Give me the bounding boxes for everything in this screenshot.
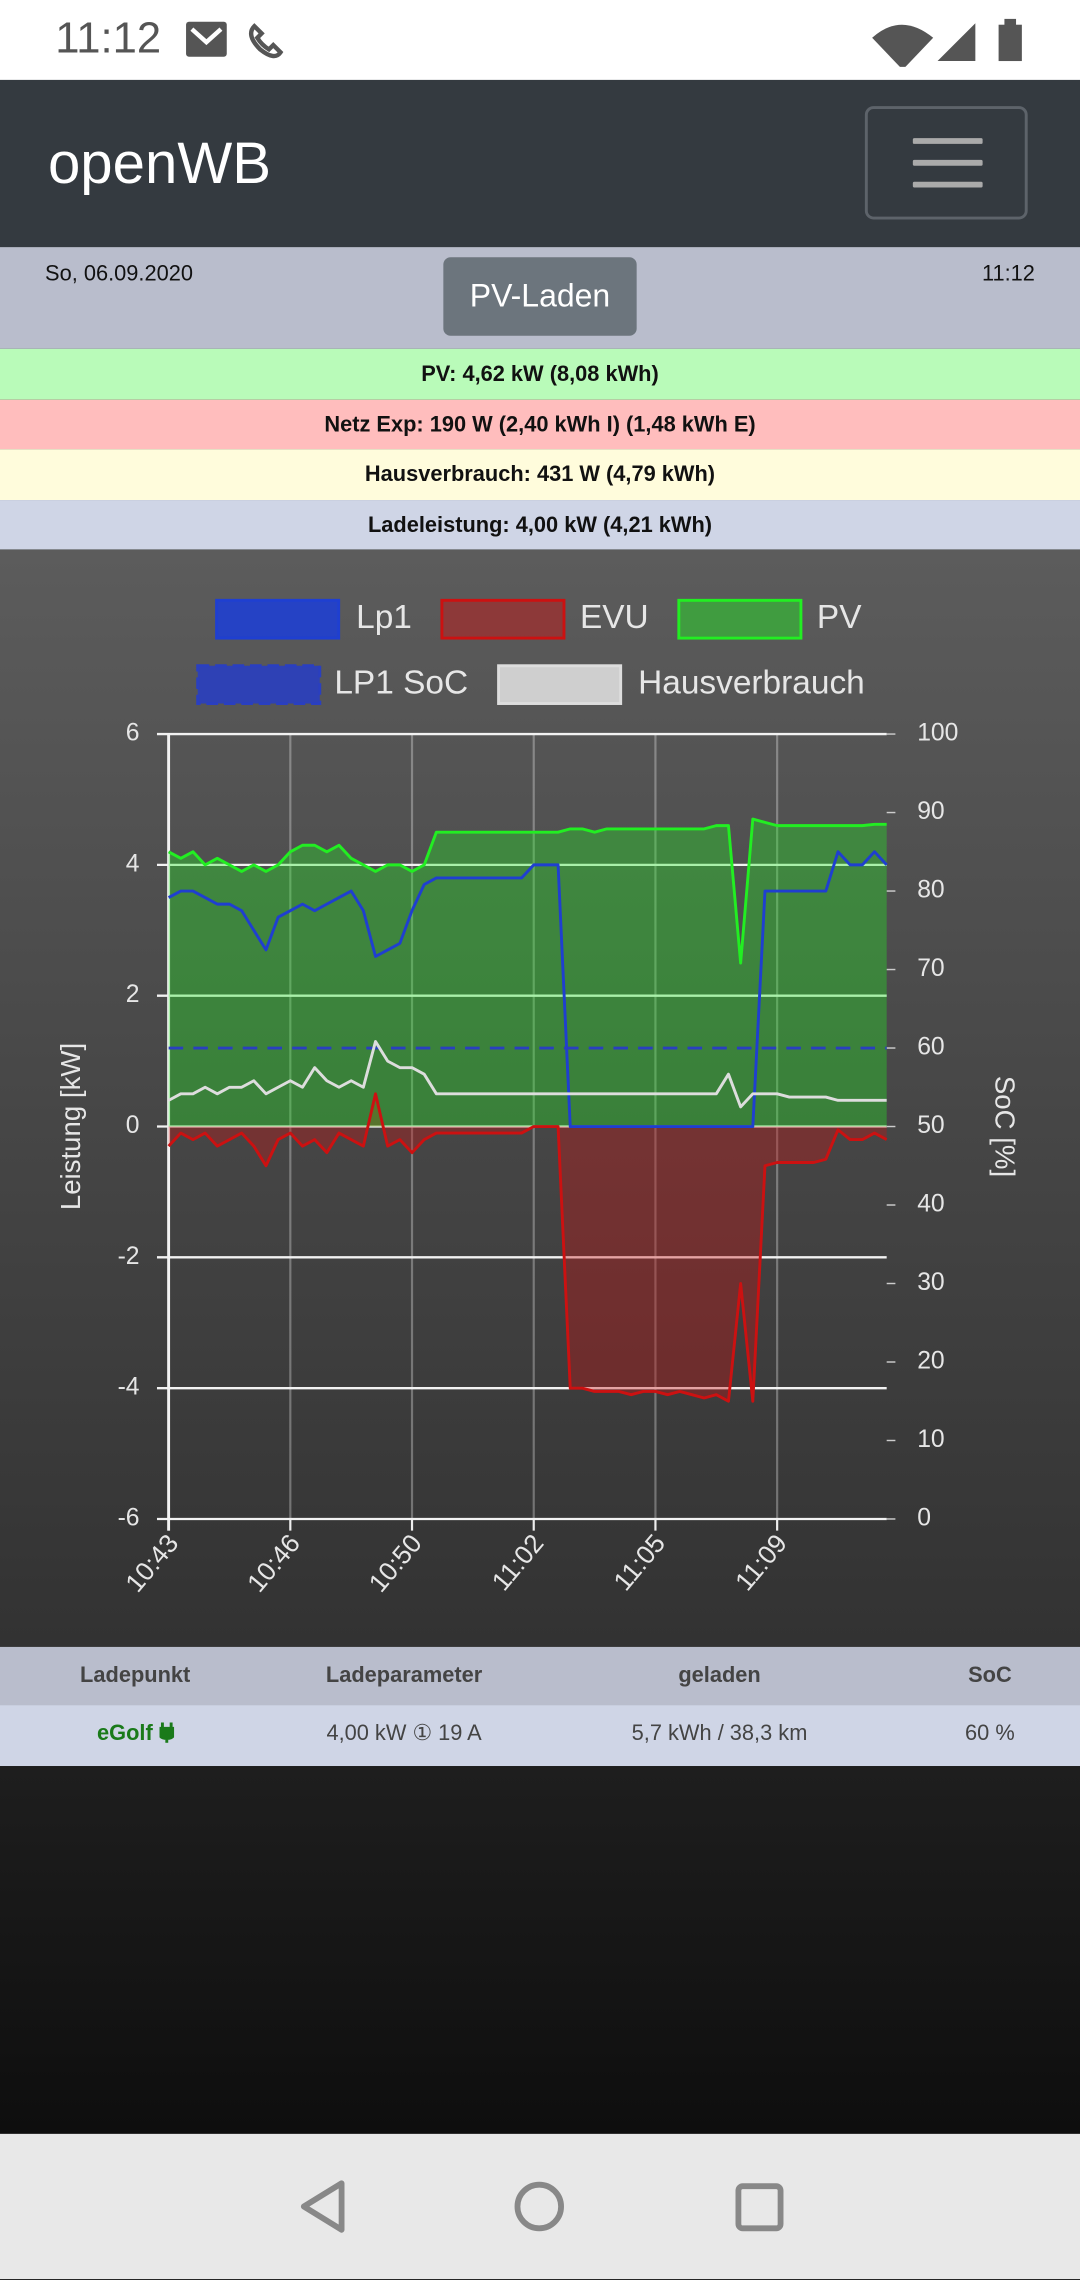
time: 11:12	[981, 261, 1035, 287]
charge-point: eGolf	[97, 1721, 153, 1746]
column-header: Ladeparameter	[325, 1662, 483, 1688]
y2-tick-label: 60	[917, 1034, 944, 1061]
legend-swatch	[215, 598, 341, 640]
plug-icon	[157, 1722, 175, 1743]
y2-tick-label: 0	[917, 1505, 931, 1532]
legend-label: PV	[817, 599, 862, 636]
nav-buttons	[300, 2180, 784, 2233]
status-icons	[186, 18, 1022, 67]
y2-tick-label: 50	[917, 1112, 944, 1139]
summary-charge: Ladeleistung: 4,00 kW (4,21 kWh)	[0, 499, 1080, 550]
column-header: SoC	[968, 1662, 1012, 1688]
y2-tick-label: 30	[917, 1269, 944, 1296]
y2-tick-label: 80	[917, 877, 944, 904]
brand: openWB	[47, 132, 271, 197]
y2-tick-label: 70	[917, 955, 944, 982]
line	[167, 817, 887, 965]
date: So, 06.09.2020	[45, 261, 193, 287]
y-tick-label: 0	[126, 1112, 140, 1139]
legend-label: EVU	[580, 599, 649, 636]
home-button[interactable]	[514, 2181, 564, 2232]
line	[167, 1092, 888, 1403]
y2-tick-label: 90	[917, 798, 944, 825]
y2-tick-label: 20	[917, 1348, 944, 1375]
table-header: Ladepunkt Ladeparameter geladen SoC	[0, 1646, 1080, 1706]
area	[168, 1093, 887, 1402]
legend-label: LP1 SoC	[334, 664, 468, 701]
area	[168, 819, 887, 1127]
line	[167, 850, 888, 1128]
x-tick-label: 10:46	[241, 1528, 306, 1597]
x-tick-label: 10:50	[363, 1528, 428, 1597]
summary-pv: PV: 4,62 kW (8,08 kWh)	[0, 348, 1080, 400]
legend-label: Hausverbrauch	[638, 664, 865, 701]
y2-tick-label: 40	[917, 1191, 944, 1218]
navbar: openWB	[0, 79, 1080, 248]
chart-area: 10:43 10:46 10:50 11:02 11:05 11:09 -6 -4 -2 0 2 4 6…	[0, 549, 1080, 1647]
clock: 11:12	[55, 14, 162, 63]
y2-tick-label: 10	[917, 1426, 944, 1453]
x-tick-label: 11:02	[486, 1528, 550, 1596]
legend-label: Lp1	[356, 599, 412, 636]
legend-swatch	[196, 664, 322, 705]
back-button[interactable]	[300, 2180, 345, 2233]
cell: eGolf	[97, 1705, 175, 1763]
y-tick-label: 2	[126, 981, 140, 1008]
y-tick-label: 4	[126, 850, 140, 877]
legend-swatch	[497, 664, 623, 705]
y2-axis-title: SoC [%]	[990, 1076, 1021, 1177]
legend-swatch	[440, 598, 566, 640]
status-bar: 11:12	[0, 0, 1080, 80]
cell: 5,7 kWh / 38,3 km	[631, 1721, 808, 1746]
y-tick-label: 6	[126, 720, 140, 747]
x-tick-label: 10:43	[119, 1528, 184, 1597]
x-tick-label: 11:09	[729, 1528, 793, 1596]
line	[167, 1040, 887, 1109]
summary-grid: Netz Exp: 190 W (2,40 kWh I) (1,48 kWh E…	[0, 399, 1080, 450]
y-axis-title: Leistung [kW]	[55, 1043, 86, 1210]
cell: 60 %	[965, 1721, 1015, 1746]
y2-tick-label: 100	[917, 720, 958, 747]
system-nav	[0, 2133, 1080, 2280]
summary-house: Hausverbrauch: 431 W (4,79 kWh)	[0, 449, 1080, 500]
recents-button[interactable]	[735, 2183, 784, 2232]
y-tick-label: -6	[118, 1505, 140, 1532]
y-tick-label: -4	[118, 1374, 140, 1401]
table-row[interactable]: eGolf 4,00 kW ① 19 A 5,7 kWh / 38,3 km 6…	[0, 1705, 1080, 1767]
table: Ladepunkt Ladeparameter geladen SoC eGol…	[0, 1646, 1080, 1767]
cell: 4,00 kW ① 19 A	[326, 1721, 482, 1746]
column-header: Ladepunkt	[80, 1662, 191, 1688]
y-tick-label: -2	[118, 1243, 140, 1270]
legend-swatch	[677, 598, 803, 640]
chart: 10:43 10:46 10:50 11:02 11:05 11:09 -6 -4 -2 0 2 4 6…	[55, 598, 1021, 1598]
mode-button[interactable]: PV-Laden	[443, 257, 637, 336]
info-row: So, 06.09.2020 PV-Laden 11:12	[0, 247, 1080, 349]
column-header: geladen	[678, 1662, 761, 1688]
x-tick-label: 11:05	[607, 1528, 671, 1596]
menu-button[interactable]	[864, 106, 1028, 220]
empty-area	[0, 1766, 1080, 2134]
